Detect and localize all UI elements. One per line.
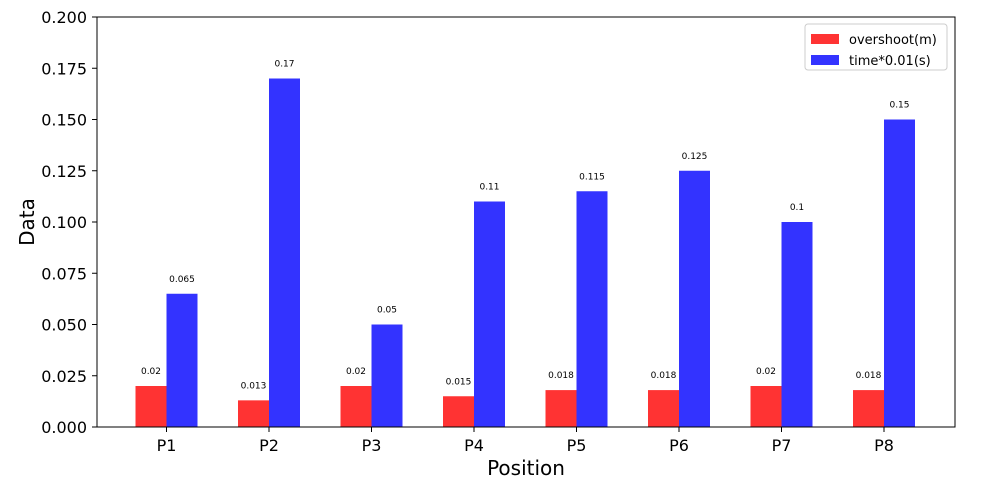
legend: overshoot(m) time*0.01(s) (804, 23, 948, 71)
value-label-overshoot-p7: 0.02 (756, 367, 776, 377)
bar-overshoot-p3 (340, 386, 372, 427)
x-tick-label-p4: P4 (464, 436, 484, 455)
x-axis-title: Position (487, 456, 565, 480)
legend-swatch-time (811, 55, 839, 65)
value-label-time-p7: 0.1 (790, 203, 804, 213)
legend-label-time: time*0.01(s) (849, 54, 931, 69)
bar-time-p5 (576, 191, 608, 427)
bar-overshoot-p2 (238, 400, 269, 427)
x-axis-ticks: P1 P2 P3 P4 P5 P6 P7 P8 (157, 427, 894, 455)
bars-layer (135, 78, 915, 427)
plot-frame (96, 16, 956, 428)
y-tick-label: 0.100 (41, 213, 87, 232)
bar-time-p2 (269, 78, 300, 427)
value-label-overshoot-p5: 0.018 (548, 371, 574, 381)
bar-overshoot-p5 (545, 390, 577, 427)
x-tick-label-p3: P3 (362, 436, 382, 455)
bar-overshoot-p8 (853, 390, 884, 427)
y-axis-ticks: 0.000 0.025 0.050 0.075 0.100 0.125 0.150 0.175… (41, 8, 97, 437)
bar-time-p1 (166, 293, 198, 427)
value-labels-layer: 0.02 0.013 0.02 0.015 0.018 0.018 0.02 0.018 0.0… (141, 60, 910, 392)
y-tick-label: 0.075 (41, 264, 87, 283)
bar-overshoot-p7 (750, 386, 782, 427)
bar-time-p6 (679, 170, 710, 427)
x-tick-label-p5: P5 (567, 436, 587, 455)
value-label-overshoot-p4: 0.015 (446, 377, 472, 387)
x-tick-label-p6: P6 (669, 436, 689, 455)
bar-time-p4 (474, 201, 505, 427)
bar-overshoot-p1 (135, 386, 167, 427)
x-tick-label-p2: P2 (259, 436, 279, 455)
value-label-time-p8: 0.15 (889, 101, 909, 111)
value-label-time-p4: 0.11 (479, 183, 499, 193)
y-tick-label: 0.000 (41, 418, 87, 437)
value-label-overshoot-p8: 0.018 (856, 371, 882, 381)
legend-label-overshoot: overshoot(m) (849, 33, 937, 48)
bar-time-p8 (884, 119, 915, 427)
y-tick-label: 0.050 (41, 316, 87, 335)
x-tick-label-p8: P8 (874, 436, 894, 455)
value-label-time-p3: 0.05 (377, 306, 397, 316)
value-label-time-p1: 0.065 (169, 275, 195, 285)
value-label-overshoot-p1: 0.02 (141, 367, 161, 377)
bar-time-p3 (371, 324, 403, 427)
y-tick-label: 0.200 (41, 8, 87, 27)
value-label-overshoot-p2: 0.013 (241, 381, 267, 391)
bar-time-p7 (781, 222, 813, 427)
value-label-time-p6: 0.125 (682, 152, 708, 162)
y-tick-label: 0.150 (41, 111, 87, 130)
y-tick-label: 0.125 (41, 162, 87, 181)
y-axis-title: Data (15, 198, 39, 246)
value-label-overshoot-p6: 0.018 (651, 371, 677, 381)
value-label-time-p5: 0.115 (579, 172, 605, 182)
x-tick-label-p1: P1 (157, 436, 177, 455)
value-label-overshoot-p3: 0.02 (346, 367, 366, 377)
bar-overshoot-p4 (443, 396, 474, 427)
y-tick-label: 0.025 (41, 367, 87, 386)
value-label-time-p2: 0.17 (274, 60, 294, 70)
y-tick-label: 0.175 (41, 59, 87, 78)
legend-swatch-overshoot (811, 34, 839, 44)
x-tick-label-p7: P7 (772, 436, 792, 455)
bar-overshoot-p6 (648, 390, 679, 427)
legend-box (804, 23, 948, 71)
